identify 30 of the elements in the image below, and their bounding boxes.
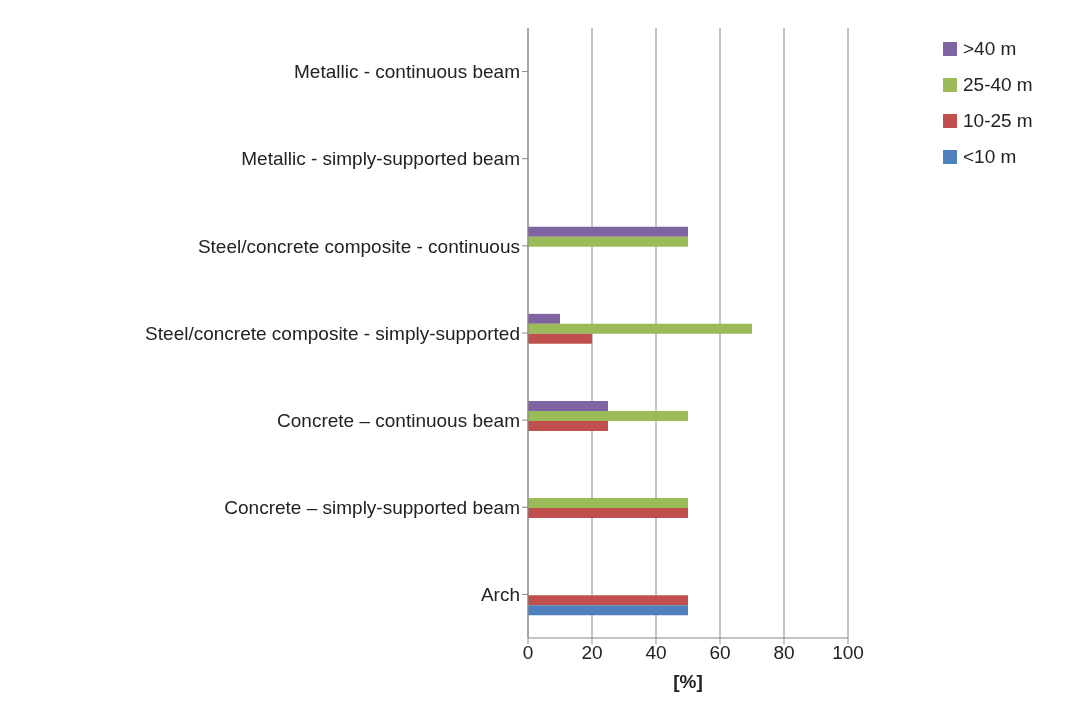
bar (528, 400, 608, 411)
bar (528, 236, 688, 247)
x-tick-label: 80 (773, 642, 795, 664)
y-tick-label: Steel/concrete composite - simply-supported (145, 322, 520, 344)
legend-label: >40 m (963, 38, 1017, 60)
bar (528, 323, 752, 334)
bar (528, 313, 560, 324)
legend-label: <10 m (963, 146, 1017, 168)
x-axis-title: [%] (673, 671, 703, 692)
bar (528, 595, 688, 606)
bar (528, 226, 688, 237)
bar (528, 420, 608, 431)
bar (528, 333, 592, 344)
legend-label: 10-25 m (963, 110, 1033, 132)
legend-label: 25-40 m (963, 74, 1033, 96)
x-tick-label: 0 (522, 642, 534, 664)
x-tick-label: 100 (832, 642, 864, 664)
bar (528, 605, 688, 616)
x-tick-label: 60 (709, 642, 731, 664)
y-tick-label: Arch (480, 584, 520, 606)
bar (528, 508, 688, 519)
y-tick-label: Metallic - continuous beam (294, 61, 520, 83)
y-tick-label: Concrete – simply-supported beam (224, 497, 520, 519)
x-tick-label: 20 (581, 642, 603, 664)
x-tick-label: 40 (645, 642, 667, 664)
bar (528, 498, 688, 509)
bar (528, 410, 688, 421)
y-tick-label: Concrete – continuous beam (277, 409, 520, 431)
y-tick-label: Metallic - simply-supported beam (241, 148, 520, 170)
y-tick-label: Steel/concrete composite - continuous (197, 235, 520, 257)
